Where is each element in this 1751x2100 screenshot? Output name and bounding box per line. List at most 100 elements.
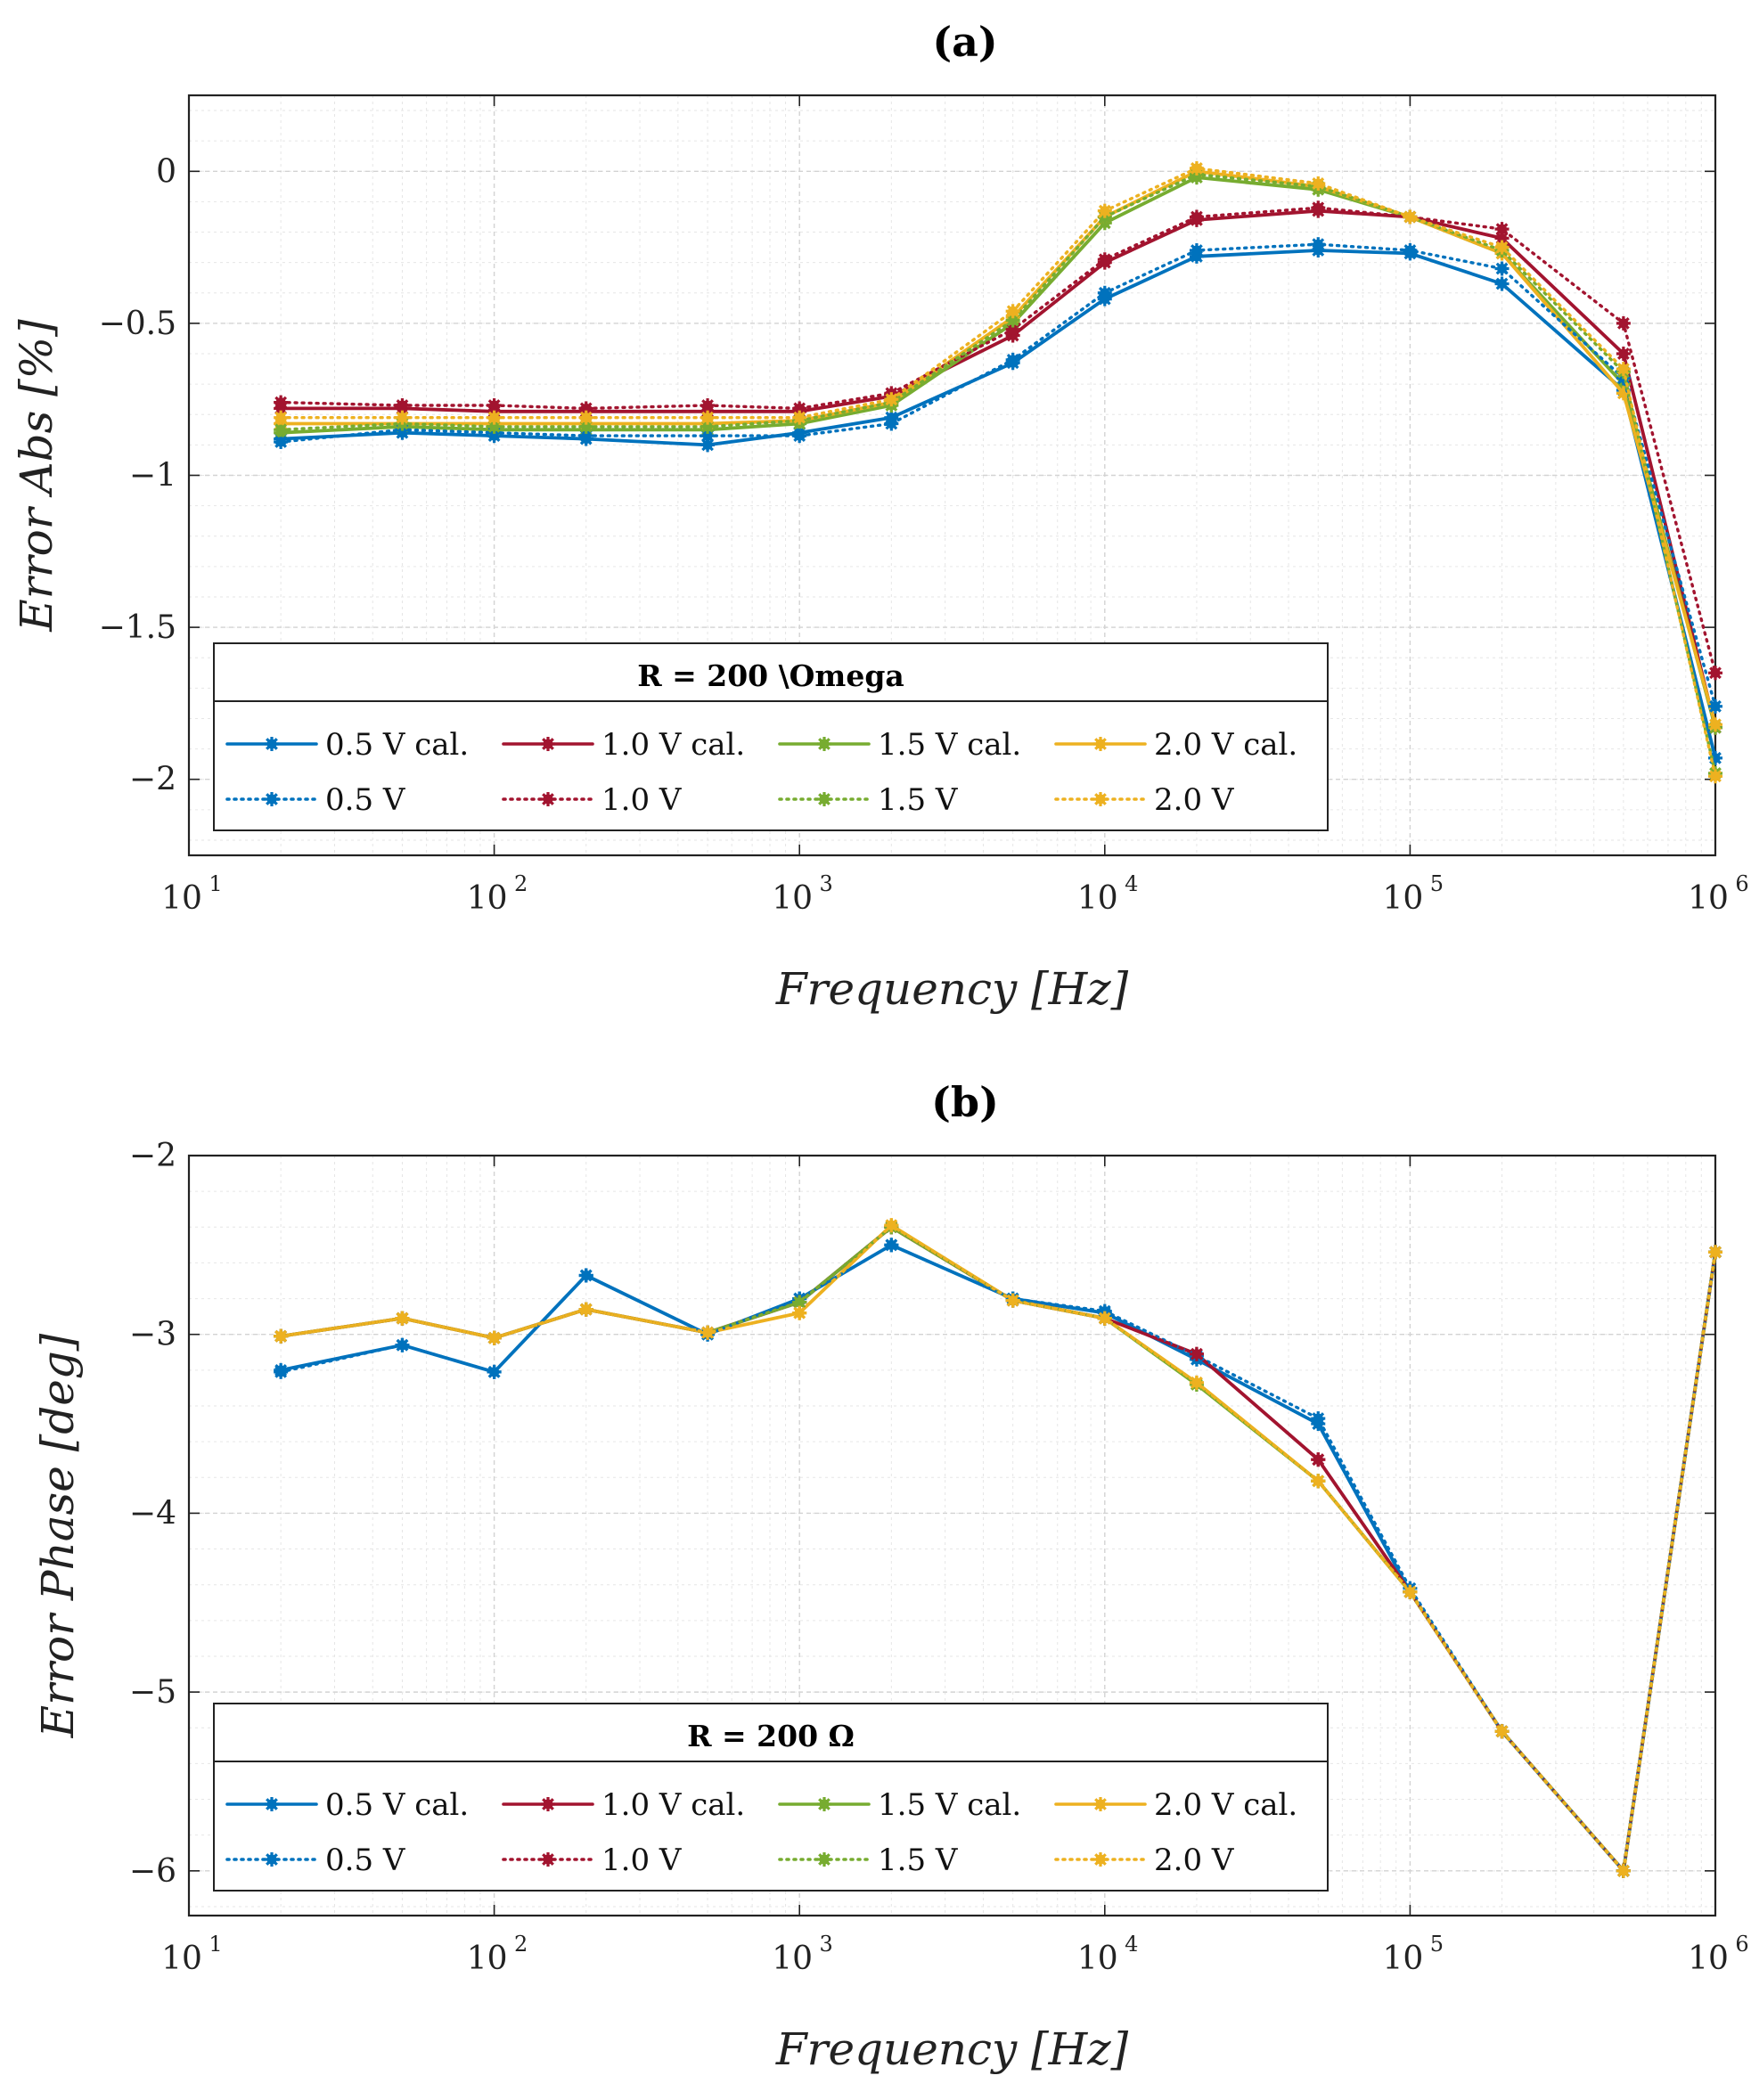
pb-data-point-5-9 [1189, 1346, 1204, 1361]
pa-legend-marker-3 [1093, 737, 1108, 751]
pa-data-point-4-9 [1189, 243, 1204, 258]
pb-legend: R = 200 Ω 0.5 V cal. 1.0 V cal. 1.5 V cal. 2… [213, 1703, 1329, 1892]
pa-data-point-4-6 [884, 416, 899, 431]
pb-legend-marker-7-dot [1095, 1854, 1106, 1865]
pa-data-point-4-14-dot [1710, 701, 1721, 712]
pa-data-point-7-1 [395, 410, 410, 425]
pb-data-point-5-10 [1311, 1452, 1326, 1467]
pa-data-point-7-1-dot [397, 413, 407, 423]
pb-data-point-7-1 [395, 1311, 410, 1326]
pb-data-point-7-10 [1311, 1474, 1326, 1489]
pb-y-tick-label: −2 [129, 1138, 176, 1174]
pa-data-point-0-4 [700, 437, 716, 453]
pb-y-axis-label: Error Phase [deg] [32, 1333, 84, 1738]
pa-data-point-7-6-dot [886, 394, 896, 404]
pa-legend-marker-5 [541, 792, 555, 806]
pa-legend-label-2: 1.5 V cal. [878, 727, 1021, 763]
pb-legend-label-5: 1.0 V [601, 1843, 683, 1878]
pb-legend-marker-1-dot [543, 1799, 553, 1810]
pa-data-point-4-4-dot [702, 430, 713, 441]
pb-y-tick-label: −3 [129, 1317, 176, 1353]
panel-a: (a) 0−0.5−1−1.5−210 1 10 2 10 3 10 4 10 5 10 6Frequ… [11, 18, 1749, 1015]
pa-legend-item-7: 2.0 V [1054, 782, 1235, 818]
pb-data-point-7-6 [884, 1218, 899, 1233]
pa-data-point-5-8-dot [1100, 254, 1110, 265]
pb-legend-item-1: 1.0 V cal. [502, 1787, 745, 1823]
pa-data-point-7-12 [1494, 240, 1510, 255]
pa-legend-marker-4-dot [266, 794, 277, 805]
pa-data-point-5-12-dot [1497, 224, 1508, 234]
pa-x-tick-exponent: 4 [1125, 871, 1138, 896]
pa-data-point-7-14-dot [1710, 771, 1721, 781]
pb-x-tick-exponent: 3 [820, 1932, 833, 1957]
pb-data-point-7-0 [274, 1328, 289, 1344]
pb-data-point-4-3 [578, 1268, 593, 1283]
pb-x-axis-label: Frequency [Hz] [775, 2023, 1129, 2075]
pb-data-point-7-5 [792, 1305, 807, 1320]
pa-data-point-6-0 [274, 422, 289, 437]
pb-legend-item-3: 2.0 V cal. [1054, 1787, 1297, 1823]
pa-legend-marker-6-dot [819, 794, 830, 805]
pa-data-point-6-4-dot [702, 421, 713, 432]
pa-data-point-4-8-dot [1100, 288, 1110, 298]
pa-legend-marker-1 [541, 737, 555, 751]
pb-y-tick-label: −6 [129, 1853, 176, 1890]
pb-legend-marker-5 [541, 1852, 555, 1867]
pb-data-point-4-2-dot [489, 1367, 500, 1377]
pa-legend-label-0: 0.5 V cal. [325, 727, 469, 763]
pa-data-point-7-7 [1005, 304, 1020, 319]
pa-x-tick-label: 10 [1077, 880, 1118, 917]
pb-legend-label-0: 0.5 V cal. [325, 1787, 469, 1823]
pb-legend-marker-0-dot [266, 1799, 277, 1810]
pa-data-point-5-9 [1189, 209, 1204, 225]
pa-data-point-7-2-dot [489, 413, 500, 423]
pa-x-tick-label: 10 [161, 880, 202, 917]
pa-data-point-7-6 [884, 392, 899, 407]
pa-y-tick-label: −1.5 [99, 609, 176, 646]
pa-y-tick-label: 0 [156, 153, 176, 190]
pb-x-tick-exponent: 6 [1735, 1932, 1748, 1957]
pa-data-point-4-3 [578, 429, 593, 444]
pb-series-7 [274, 1218, 1722, 1878]
pa-legend-marker-7-dot [1095, 794, 1106, 805]
pa-data-point-4-14 [1708, 699, 1722, 714]
pb-legend-label-7: 2.0 V [1154, 1843, 1235, 1878]
pb-data-point-7-4 [700, 1325, 716, 1340]
pa-legend-marker-0-dot [266, 739, 277, 749]
pa-data-point-4-5 [792, 429, 807, 444]
pa-data-point-4-9-dot [1191, 245, 1202, 256]
pa-legend-item-3: 2.0 V cal. [1054, 727, 1297, 763]
pb-legend-marker-1 [541, 1797, 555, 1811]
pa-data-point-4-11 [1403, 243, 1418, 258]
pb-legend-label-3: 2.0 V cal. [1154, 1787, 1297, 1823]
pa-legend-marker-0 [265, 737, 279, 751]
pa-data-point-5-13-dot [1618, 318, 1629, 329]
pa-data-point-7-3-dot [581, 413, 592, 423]
pa-data-point-6-2-dot [489, 421, 500, 432]
pb-legend-label-2: 1.5 V cal. [878, 1787, 1021, 1823]
pb-data-point-7-2 [487, 1330, 502, 1345]
pa-data-point-7-3 [578, 410, 593, 425]
pa-data-point-7-12-dot [1497, 242, 1508, 253]
pa-x-tick-label: 10 [467, 880, 508, 917]
pa-data-point-3-14-dot [1710, 719, 1721, 730]
pa-data-point-5-8 [1097, 252, 1112, 267]
pa-data-point-7-9 [1189, 160, 1204, 176]
pa-data-point-7-14 [1708, 769, 1722, 784]
pb-data-point-7-10-dot [1313, 1475, 1323, 1486]
pb-data-point-7-13 [1616, 1863, 1631, 1878]
pa-data-point-6-7-dot [1008, 315, 1019, 325]
pb-data-point-7-2-dot [489, 1333, 500, 1344]
pa-data-point-5-5 [792, 401, 807, 416]
pb-data-point-4-6 [884, 1238, 899, 1253]
pb-legend-marker-2 [817, 1797, 831, 1811]
pb-x-tick-label: 10 [1688, 1941, 1729, 1977]
pa-data-point-5-14 [1708, 666, 1722, 681]
pa-legend-label-5: 1.0 V [601, 782, 683, 818]
pb-legend-marker-2-dot [819, 1799, 830, 1810]
pb-data-point-7-14-dot [1710, 1246, 1721, 1257]
pa-legend-marker-3-dot [1095, 739, 1106, 749]
pb-y-tick-label: −5 [129, 1674, 176, 1711]
pb-data-point-7-7-dot [1008, 1295, 1019, 1306]
